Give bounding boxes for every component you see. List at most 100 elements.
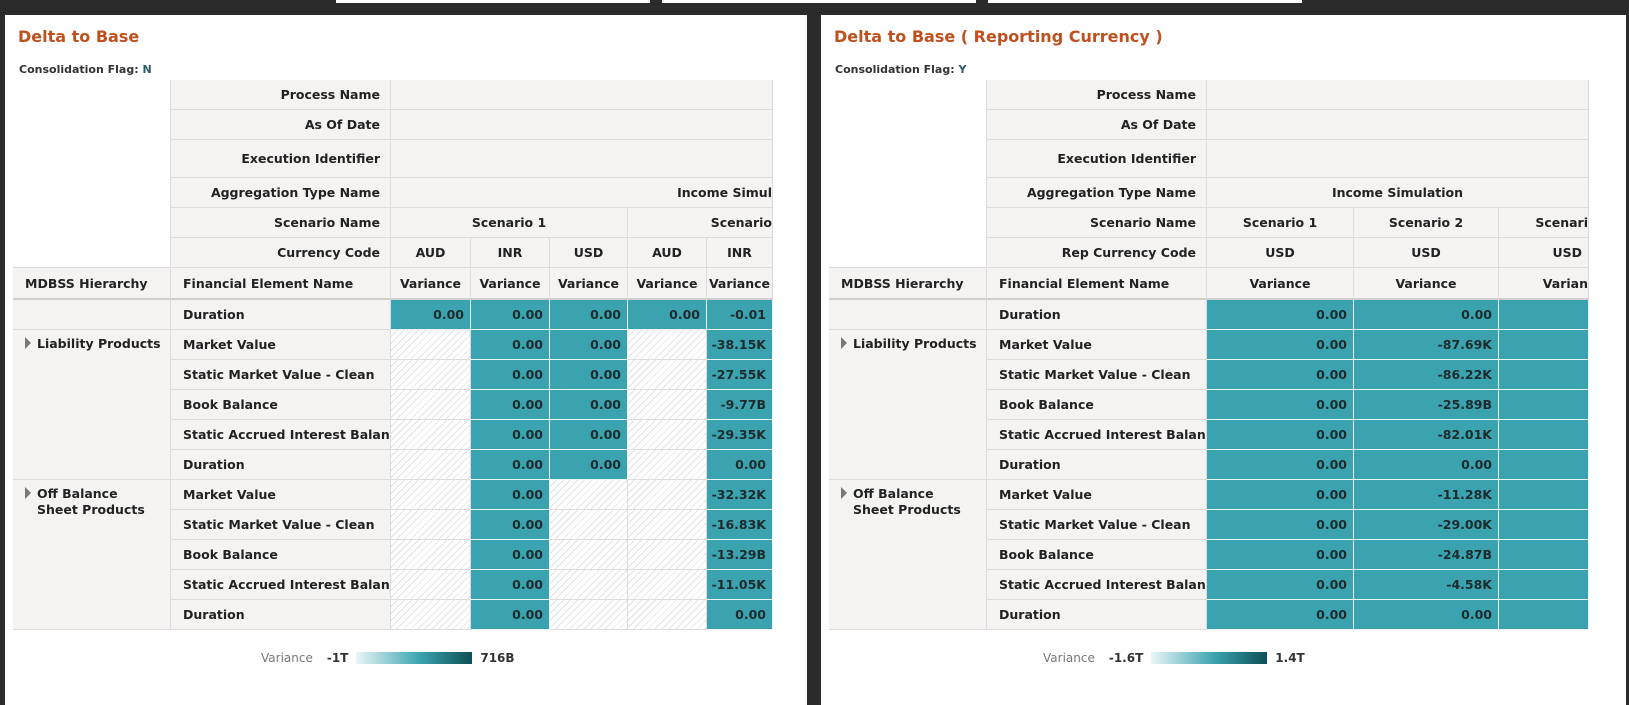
variance-value-cell[interactable] bbox=[1499, 390, 1589, 420]
variance-value-cell[interactable] bbox=[1499, 540, 1589, 570]
variance-value-cell[interactable]: 0.00 bbox=[628, 300, 707, 330]
column-header-hierarchy[interactable]: MDBSS Hierarchy bbox=[829, 268, 987, 300]
column-header-hierarchy[interactable]: MDBSS Hierarchy bbox=[13, 268, 171, 300]
column-header-measure[interactable]: Variance bbox=[391, 268, 471, 300]
variance-value-cell[interactable]: 0.00 bbox=[1207, 330, 1354, 360]
variance-value-cell[interactable] bbox=[1499, 420, 1589, 450]
variance-value-cell[interactable]: -32.32K bbox=[707, 480, 773, 510]
column-header-measure[interactable]: Variance bbox=[550, 268, 628, 300]
variance-value-cell[interactable]: -27.55K bbox=[707, 360, 773, 390]
variance-value-cell[interactable]: -25.89B bbox=[1354, 390, 1499, 420]
variance-value-cell[interactable]: 0.00 bbox=[471, 600, 550, 630]
hierarchy-group[interactable]: Off Balance Sheet Products bbox=[13, 480, 171, 630]
empty-hatched-cell bbox=[550, 510, 628, 540]
variance-value-cell[interactable]: -29.00K bbox=[1354, 510, 1499, 540]
variance-value-cell[interactable]: -9.77B bbox=[707, 390, 773, 420]
top-tab[interactable] bbox=[662, 0, 976, 3]
variance-value-cell[interactable] bbox=[1499, 570, 1589, 600]
variance-value-cell[interactable]: -4.58K bbox=[1354, 570, 1499, 600]
variance-value-cell[interactable]: 0.00 bbox=[707, 600, 773, 630]
hierarchy-group[interactable]: Off Balance Sheet Products bbox=[829, 480, 987, 630]
variance-value-cell[interactable]: -11.28K bbox=[1354, 480, 1499, 510]
variance-value-cell[interactable]: 0.00 bbox=[471, 390, 550, 420]
variance-value-cell[interactable]: 0.00 bbox=[391, 300, 471, 330]
hierarchy-group[interactable]: Liability Products bbox=[829, 330, 987, 480]
variance-value-cell[interactable]: -0.01 bbox=[707, 300, 773, 330]
variance-value-cell[interactable]: -29.35K bbox=[707, 420, 773, 450]
variance-value-cell[interactable]: 0.00 bbox=[550, 420, 628, 450]
variance-value-cell[interactable]: 0.00 bbox=[707, 450, 773, 480]
column-header-measure[interactable]: Variance bbox=[1207, 268, 1354, 300]
top-tab[interactable] bbox=[988, 0, 1302, 3]
variance-value-cell[interactable] bbox=[1499, 510, 1589, 540]
expand-triangle-icon[interactable] bbox=[841, 337, 847, 349]
variance-value-cell[interactable]: 0.00 bbox=[1207, 420, 1354, 450]
variance-value-cell[interactable]: 0.00 bbox=[1207, 540, 1354, 570]
column-header-element[interactable]: Financial Element Name bbox=[171, 268, 391, 300]
delta-to-base-panel: Delta to Base Consolidation Flag: N Proces… bbox=[5, 15, 807, 705]
variance-value-cell[interactable]: -13.29B bbox=[707, 540, 773, 570]
financial-element-name: Duration bbox=[171, 300, 391, 330]
variance-value-cell[interactable]: 0.00 bbox=[1207, 570, 1354, 600]
column-header-measure[interactable]: Varian bbox=[1499, 268, 1589, 300]
financial-element-name: Duration bbox=[171, 600, 391, 630]
variance-value-cell[interactable]: 0.00 bbox=[1207, 450, 1354, 480]
variance-value-cell[interactable]: -16.83K bbox=[707, 510, 773, 540]
currency-code: AUD bbox=[628, 238, 707, 268]
variance-value-cell[interactable]: 0.00 bbox=[1207, 390, 1354, 420]
expand-triangle-icon[interactable] bbox=[25, 337, 31, 349]
variance-value-cell[interactable]: 0.00 bbox=[550, 300, 628, 330]
variance-value-cell[interactable] bbox=[1499, 330, 1589, 360]
empty-hatched-cell bbox=[550, 540, 628, 570]
currency-code: INR bbox=[707, 238, 773, 268]
financial-element-name: Static Market Value - Clean bbox=[171, 510, 391, 540]
variance-value-cell[interactable]: 0.00 bbox=[471, 450, 550, 480]
variance-value-cell[interactable]: 0.00 bbox=[1354, 600, 1499, 630]
variance-value-cell[interactable] bbox=[1499, 360, 1589, 390]
variance-value-cell[interactable]: 0.00 bbox=[471, 300, 550, 330]
variance-value-cell[interactable]: -11.05K bbox=[707, 570, 773, 600]
column-header-measure[interactable]: Variance bbox=[628, 268, 707, 300]
variance-value-cell[interactable]: 0.00 bbox=[471, 480, 550, 510]
column-header-element[interactable]: Financial Element Name bbox=[987, 268, 1207, 300]
variance-value-cell[interactable]: 0.00 bbox=[471, 510, 550, 540]
variance-value-cell[interactable]: -24.87B bbox=[1354, 540, 1499, 570]
variance-value-cell[interactable]: 0.00 bbox=[1207, 510, 1354, 540]
column-header-measure[interactable]: Variance bbox=[1354, 268, 1499, 300]
variance-value-cell[interactable]: 0.00 bbox=[471, 420, 550, 450]
top-tab[interactable] bbox=[336, 0, 650, 3]
financial-element-name: Book Balance bbox=[171, 540, 391, 570]
variance-value-cell[interactable]: -86.22K bbox=[1354, 360, 1499, 390]
empty-hatched-cell bbox=[391, 600, 471, 630]
variance-value-cell[interactable]: 0.00 bbox=[1354, 300, 1499, 330]
variance-value-cell[interactable]: 0.00 bbox=[1354, 450, 1499, 480]
column-header-measure[interactable]: Variance bbox=[471, 268, 550, 300]
scenario-name: Scenario 1 bbox=[391, 208, 628, 238]
variance-value-cell[interactable] bbox=[1499, 600, 1589, 630]
variance-value-cell[interactable]: 0.00 bbox=[471, 540, 550, 570]
variance-value-cell[interactable]: 0.00 bbox=[1207, 300, 1354, 330]
variance-value-cell[interactable]: 0.00 bbox=[471, 360, 550, 390]
expand-triangle-icon[interactable] bbox=[841, 487, 847, 499]
variance-value-cell[interactable]: -87.69K bbox=[1354, 330, 1499, 360]
variance-value-cell[interactable]: 0.00 bbox=[471, 330, 550, 360]
variance-value-cell[interactable]: -82.01K bbox=[1354, 420, 1499, 450]
variance-value-cell[interactable] bbox=[1499, 450, 1589, 480]
variance-value-cell[interactable]: 0.00 bbox=[550, 360, 628, 390]
expand-triangle-icon[interactable] bbox=[25, 487, 31, 499]
financial-element-name: Static Accrued Interest Balance bbox=[987, 570, 1207, 600]
variance-value-cell[interactable]: 0.00 bbox=[1207, 360, 1354, 390]
hierarchy-group[interactable]: Liability Products bbox=[13, 330, 171, 480]
variance-value-cell[interactable]: 0.00 bbox=[550, 450, 628, 480]
variance-value-cell[interactable]: 0.00 bbox=[471, 570, 550, 600]
column-header-measure[interactable]: Variance bbox=[707, 268, 773, 300]
variance-value-cell[interactable]: 0.00 bbox=[550, 330, 628, 360]
variance-value-cell[interactable] bbox=[1499, 480, 1589, 510]
variance-value-cell[interactable]: 0.00 bbox=[1207, 600, 1354, 630]
variance-value-cell[interactable]: 0.00 bbox=[1207, 480, 1354, 510]
currency-code: USD bbox=[1499, 238, 1589, 268]
variance-value-cell[interactable]: 0.00 bbox=[550, 390, 628, 420]
variance-value-cell[interactable]: -38.15K bbox=[707, 330, 773, 360]
variance-value-cell[interactable] bbox=[1499, 300, 1589, 330]
flag-label: Consolidation Flag: bbox=[835, 63, 955, 76]
